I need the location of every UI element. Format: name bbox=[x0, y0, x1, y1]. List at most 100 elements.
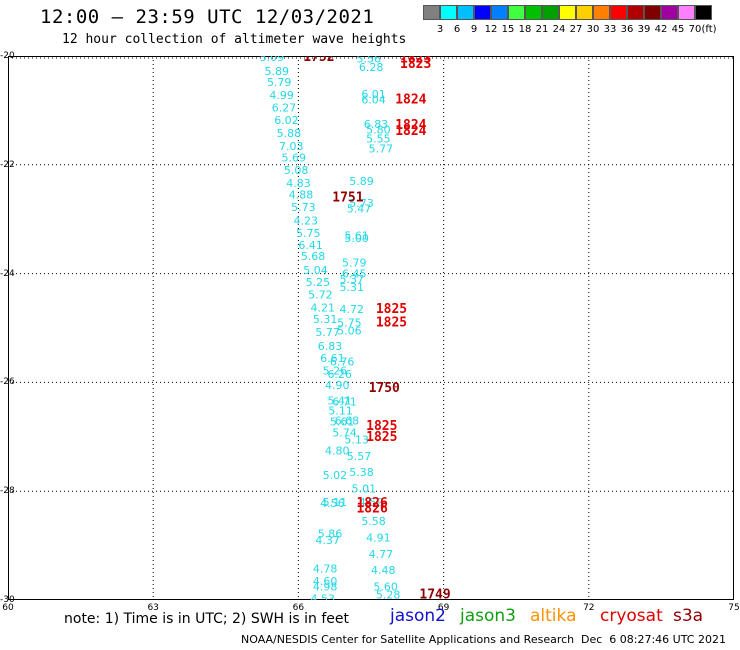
y-tick-label: -28 bbox=[0, 486, 15, 497]
data-label-jason3: 5.41 bbox=[327, 394, 352, 407]
legend-swatch bbox=[440, 5, 457, 20]
data-label-jason3: 5.00 bbox=[344, 232, 369, 245]
data-label-jason3: 5.57 bbox=[347, 450, 372, 463]
data-label-jason3: 5.79 bbox=[342, 257, 367, 270]
data-label-jason3: 5.37 bbox=[340, 273, 365, 286]
data-label-jason3: 6.41 bbox=[298, 239, 323, 252]
data-label-jason3: 4.59 bbox=[359, 496, 384, 509]
data-label-jason3: 5.69 bbox=[281, 152, 306, 165]
data-label-jason3: 5.09 bbox=[260, 56, 285, 64]
data-label-jason3: 5.79 bbox=[267, 76, 292, 89]
data-label-cryosat: 1824 bbox=[395, 124, 426, 139]
legend-swatch bbox=[508, 5, 525, 20]
page-title: 12:00 – 23:59 UTC 12/03/2021 bbox=[40, 6, 375, 28]
data-label-jason3: 6.61 bbox=[320, 352, 345, 365]
wave-height-plot: 5.095.895.794.996.276.025.887.035.695.08… bbox=[8, 56, 734, 600]
data-label-jason3: 4.60 bbox=[313, 575, 338, 588]
data-label-jason3: 4.83 bbox=[286, 177, 311, 190]
data-label-cryosat: 1826 bbox=[356, 496, 387, 511]
data-label-jason3: 6.76 bbox=[330, 356, 355, 369]
data-label-jason3: 5.88 bbox=[277, 127, 302, 140]
data-label-jason3: 4.91 bbox=[366, 531, 391, 544]
data-label-jason3: 6.83 bbox=[318, 340, 343, 353]
data-label-jason3: 5.61 bbox=[344, 230, 369, 243]
data-label-jason3: 5.11 bbox=[328, 405, 353, 418]
data-label-jason3: 5.73 bbox=[349, 197, 374, 210]
data-label-altika: 1751 bbox=[332, 190, 363, 205]
data-label-altika: 1752 bbox=[303, 56, 334, 65]
data-label-jason3: 6.04 bbox=[361, 94, 386, 107]
data-label-jason3: 5.06 bbox=[337, 325, 362, 338]
satellite-cryosat: cryosat bbox=[600, 606, 663, 626]
legend-label: 12 bbox=[484, 24, 498, 35]
data-label-jason3: 5.13 bbox=[344, 434, 369, 447]
data-label-cryosat: 1825 bbox=[376, 302, 407, 317]
data-label-jason3: 6.71 bbox=[332, 395, 357, 408]
data-label-jason3: 6.02 bbox=[274, 114, 299, 127]
data-label-jason3: 5.77 bbox=[369, 142, 394, 155]
data-label-jason3: 5.31 bbox=[313, 313, 338, 326]
data-label-jason3: 5.01 bbox=[352, 482, 377, 495]
legend-label: 18 bbox=[518, 24, 532, 35]
legend-label: 36 bbox=[620, 24, 634, 35]
satellite-jason3: jason3 bbox=[460, 606, 516, 626]
data-label-jason3: 5.60 bbox=[373, 580, 398, 593]
legend-swatch bbox=[457, 5, 474, 20]
data-label-jason3: 5.58 bbox=[361, 515, 386, 528]
data-label-jason3: 4.21 bbox=[311, 301, 336, 314]
data-label-jason3: 5.68 bbox=[301, 250, 326, 263]
satellite-altika: altika bbox=[530, 606, 577, 626]
legend-swatch bbox=[627, 5, 644, 20]
data-label-jason3: 4.78 bbox=[313, 562, 338, 575]
data-label-jason3: 5.61 bbox=[330, 416, 355, 429]
data-label-jason3: 6.45 bbox=[342, 268, 367, 281]
data-label-jason3: 4.37 bbox=[315, 534, 340, 547]
data-label-jason3: 5.80 bbox=[366, 123, 391, 136]
credit-date: Dec 6 08:27:46 UTC 2021 bbox=[581, 633, 726, 646]
legend-swatch bbox=[678, 5, 695, 20]
data-label-jason3: 5.31 bbox=[340, 281, 365, 294]
data-label-jason3: 4.99 bbox=[269, 89, 294, 102]
legend-label: 33 bbox=[603, 24, 617, 35]
data-label-jason3: 5.11 bbox=[323, 496, 348, 509]
satellite-s3a: s3a bbox=[673, 606, 704, 626]
legend-swatch bbox=[644, 5, 661, 20]
credit-text: NOAA/NESDIS Center for Satellite Applica… bbox=[241, 633, 575, 646]
data-label-jason3: 5.47 bbox=[347, 202, 372, 215]
data-label-jason3: 5.75 bbox=[296, 227, 321, 240]
legend-label: 24 bbox=[552, 24, 566, 35]
legend-unit: (ft) bbox=[701, 24, 717, 35]
data-label-cryosat: 1824 bbox=[395, 93, 426, 108]
legend-swatch bbox=[542, 5, 559, 20]
legend-swatch bbox=[661, 5, 678, 20]
data-label-cryosat: 1825 bbox=[376, 316, 407, 331]
legend-swatch bbox=[474, 5, 491, 20]
data-label-jason3: 5.38 bbox=[349, 466, 374, 479]
footer-note: note: 1) Time is in UTC; 2) SWH is in fe… bbox=[64, 611, 350, 627]
data-label-cryosat: 1825 bbox=[366, 430, 397, 445]
data-label-jason3: 4.56 bbox=[320, 497, 345, 510]
legend-label: 30 bbox=[586, 24, 600, 35]
legend-swatch bbox=[525, 5, 542, 20]
data-label-jason3: 5.28 bbox=[376, 589, 401, 600]
data-label-jason3: 6.83 bbox=[364, 118, 389, 131]
data-label-jason3: 5.02 bbox=[323, 469, 348, 482]
data-label-jason3: 5.04 bbox=[303, 264, 328, 277]
data-label-jason3: 5.73 bbox=[291, 201, 316, 214]
data-label-jason3: 5.08 bbox=[284, 164, 309, 177]
legend-swatch bbox=[423, 5, 440, 20]
y-tick-label: -30 bbox=[0, 595, 15, 605]
data-label-jason3: 4.23 bbox=[294, 214, 319, 227]
legend-label: 27 bbox=[569, 24, 583, 35]
data-label-jason3: 4.98 bbox=[313, 580, 338, 593]
data-label-jason3: 5.89 bbox=[265, 65, 290, 78]
legend-label: 45 bbox=[671, 24, 685, 35]
data-label-jason3: 7.03 bbox=[279, 140, 304, 153]
legend-swatch bbox=[610, 5, 627, 20]
x-tick-label: 63 bbox=[147, 603, 159, 613]
legend-label: 39 bbox=[637, 24, 651, 35]
legend-swatch bbox=[576, 5, 593, 20]
y-tick-label: -20 bbox=[0, 51, 15, 61]
y-tick-label: -24 bbox=[0, 268, 15, 279]
data-label-cryosat: 1824 bbox=[395, 118, 426, 133]
